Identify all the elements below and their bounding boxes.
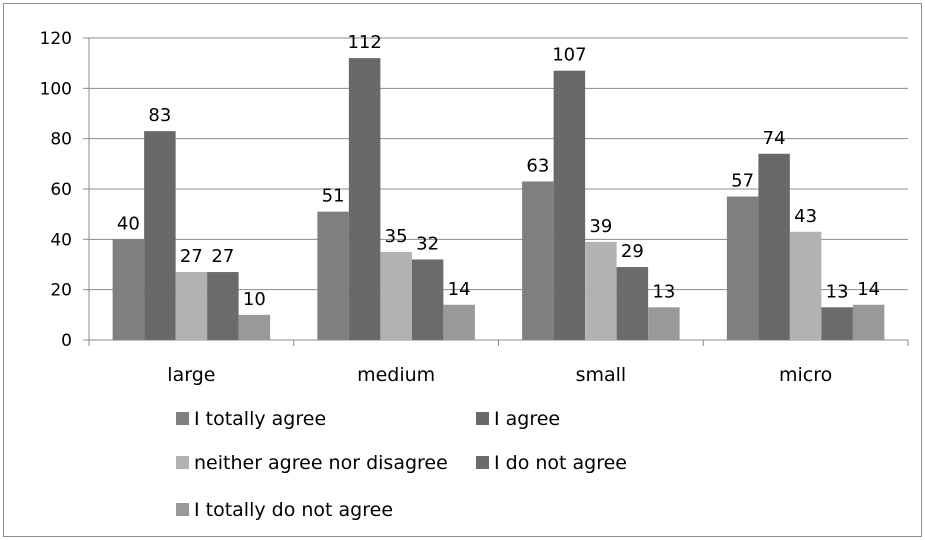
bar-medium-1	[317, 211, 349, 340]
x-category-label-micro: micro	[779, 364, 832, 386]
x-category-label-large: large	[167, 364, 215, 386]
data-label-large-2: 83	[148, 105, 171, 126]
bar-small-3	[585, 241, 617, 340]
bar-micro-2	[758, 153, 790, 340]
x-category-label-medium: medium	[357, 364, 435, 386]
bar-medium-2	[348, 58, 381, 341]
y-tick-label-4: 80	[50, 130, 72, 150]
y-tick-label-6: 120	[40, 29, 72, 49]
data-label-micro-2: 74	[763, 128, 786, 149]
bar-micro-4	[821, 307, 853, 340]
bar-medium-4	[411, 259, 444, 340]
data-label-micro-5: 14	[857, 279, 880, 300]
y-tick-label-2: 40	[50, 230, 72, 250]
data-label-medium-2: 112	[347, 32, 381, 53]
legend-swatch-4	[476, 456, 489, 469]
data-label-small-2: 107	[552, 45, 586, 66]
bar-medium-5	[443, 304, 475, 340]
data-label-large-5: 10	[243, 289, 266, 310]
bar-small-5	[648, 307, 680, 340]
y-tick-label-5: 100	[40, 79, 72, 99]
data-label-micro-1: 57	[731, 171, 754, 192]
bar-large-4	[207, 272, 239, 340]
legend-label-4: I do not agree	[494, 452, 627, 474]
legend-label-1: I totally agree	[194, 408, 326, 430]
data-label-medium-5: 14	[448, 279, 471, 300]
legend-swatch-5	[176, 503, 189, 516]
data-label-medium-4: 32	[416, 233, 439, 254]
legend-label-2: I agree	[494, 408, 560, 430]
data-label-large-4: 27	[211, 246, 234, 267]
y-tick-label-3: 60	[50, 180, 72, 200]
bar-micro-5	[852, 304, 885, 340]
legend-label-5: I totally do not agree	[194, 499, 393, 521]
bar-large-2	[144, 131, 176, 340]
data-label-large-1: 40	[117, 213, 140, 234]
bar-micro-1	[726, 196, 759, 340]
data-label-medium-3: 35	[385, 226, 408, 247]
data-label-large-3: 27	[180, 246, 203, 267]
legend-swatch-2	[476, 412, 489, 425]
data-label-small-1: 63	[526, 155, 549, 176]
data-label-small-3: 39	[589, 216, 612, 237]
bar-small-1	[522, 181, 554, 340]
data-label-micro-4: 13	[826, 281, 849, 302]
legend-label-3: neither agree nor disagree	[194, 452, 448, 474]
bar-small-2	[553, 70, 586, 340]
bar-medium-3	[380, 251, 412, 340]
x-category-label-small: small	[576, 364, 627, 386]
legend-swatch-3	[176, 456, 189, 469]
legend-swatch-1	[176, 412, 189, 425]
bar-micro-3	[789, 231, 822, 340]
bar-small-4	[616, 267, 649, 340]
data-label-small-5: 13	[652, 281, 675, 302]
data-label-medium-1: 51	[322, 186, 345, 207]
data-label-micro-3: 43	[794, 206, 817, 227]
y-tick-label-0: 0	[61, 331, 72, 351]
y-tick-label-1: 20	[50, 281, 72, 301]
bar-large-1	[112, 239, 145, 340]
bar-large-5	[238, 314, 271, 340]
data-label-small-4: 29	[621, 241, 644, 262]
bar-large-3	[175, 272, 208, 340]
